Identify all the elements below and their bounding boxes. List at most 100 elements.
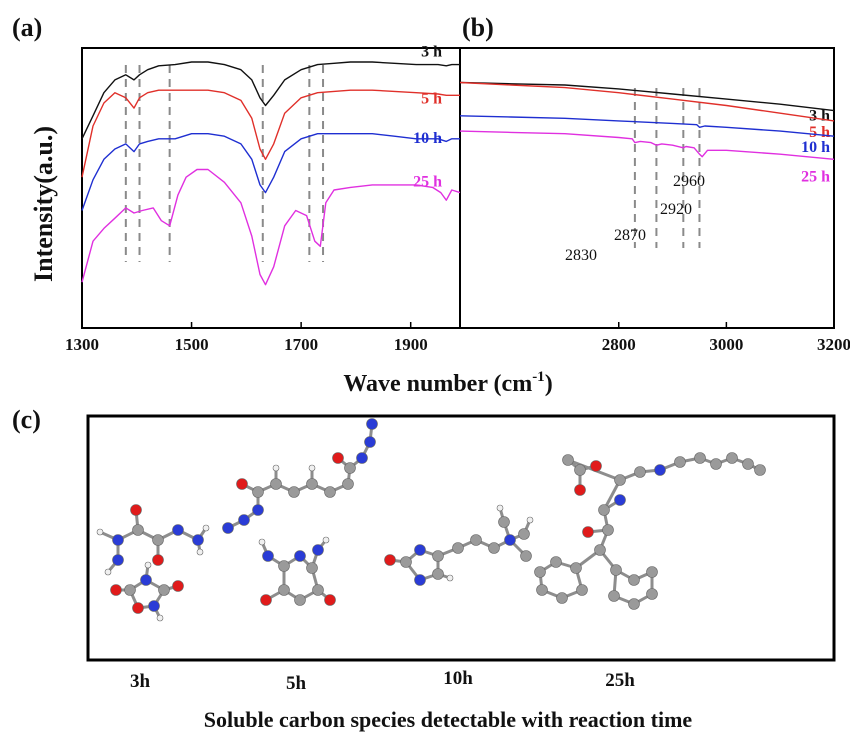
peak-label-2830: 2830: [565, 247, 597, 264]
atom: [453, 543, 464, 554]
atom: [145, 562, 151, 568]
atom: [223, 523, 234, 534]
atom: [577, 585, 588, 596]
peak-label-2920: 2920: [660, 201, 692, 218]
atom: [447, 575, 453, 581]
atom: [149, 601, 160, 612]
x-tick-label: 1700: [284, 335, 318, 354]
panel-a-frame: [82, 48, 460, 328]
atom: [157, 615, 163, 621]
atom: [365, 437, 376, 448]
x-axis-label: Wave number (cm-1): [343, 369, 552, 397]
atom: [313, 585, 324, 596]
atom: [599, 505, 610, 516]
atom: [237, 479, 248, 490]
atom: [571, 563, 582, 574]
atom: [629, 599, 640, 610]
atom: [711, 459, 722, 470]
atom: [313, 545, 324, 556]
atom: [125, 585, 136, 596]
atom: [499, 517, 510, 528]
atom: [635, 467, 646, 478]
atom: [575, 465, 586, 476]
atom: [253, 505, 264, 516]
x-tick-label: 3200: [817, 335, 850, 354]
atom: [295, 595, 306, 606]
time-label-5h: 5h: [286, 673, 307, 694]
atom: [271, 479, 282, 490]
atom: [519, 529, 530, 540]
atom: [279, 561, 290, 572]
atom: [307, 479, 318, 490]
atom: [595, 545, 606, 556]
series-label-10h: 10 h: [801, 139, 830, 156]
series-label-25h: 25 h: [413, 174, 442, 191]
x-tick-label: 2800: [602, 335, 636, 354]
atom: [415, 545, 426, 556]
atom: [345, 463, 356, 474]
series-label-10h: 10 h: [413, 130, 442, 147]
time-label-25h: 25h: [605, 670, 635, 691]
atom: [325, 595, 336, 606]
series-line-5h: [460, 83, 834, 121]
panel-b-label: (b): [462, 13, 494, 42]
atom: [535, 567, 546, 578]
atom: [259, 539, 265, 545]
atom: [385, 555, 396, 566]
atom: [743, 459, 754, 470]
atom: [263, 551, 274, 562]
atom: [615, 475, 626, 486]
atom: [153, 535, 164, 546]
atom: [111, 585, 122, 596]
x-axis-label-main: Wave number (cm: [343, 371, 532, 397]
atom: [603, 525, 614, 536]
series-label-3h: 3 h: [421, 44, 442, 61]
atom: [295, 551, 306, 562]
series-label-25h: 25 h: [801, 168, 830, 185]
series-line-25h: [460, 131, 834, 159]
atom: [113, 555, 124, 566]
chart-panel-b: 2800 3000 3200 3 h5 h10 h 25 h 2830 2870 2920 29…: [460, 83, 850, 355]
atom: [401, 557, 412, 568]
atom: [647, 567, 658, 578]
panel-c-caption: Soluble carbon species detectable with r…: [204, 707, 693, 732]
atom: [133, 525, 144, 536]
x-axis-label-superscript: -1: [532, 369, 545, 385]
atom: [323, 537, 329, 543]
chart-panel-a: 1300 1500 1700 19003 h5 h10 h25 h: [65, 44, 460, 354]
atom: [609, 591, 620, 602]
atom: [239, 515, 250, 526]
atom: [133, 603, 144, 614]
atom: [489, 543, 500, 554]
atom: [289, 487, 300, 498]
atom: [141, 575, 152, 586]
atom: [309, 465, 315, 471]
atom: [727, 453, 738, 464]
panel-a-label: (a): [12, 13, 42, 42]
atom: [537, 585, 548, 596]
x-tick-label: 1300: [65, 335, 99, 354]
atom: [615, 495, 626, 506]
atom: [153, 555, 164, 566]
atom: [563, 455, 574, 466]
atom: [647, 589, 658, 600]
atom: [575, 485, 586, 496]
atom: [433, 551, 444, 562]
atom: [253, 487, 264, 498]
atom: [497, 505, 503, 511]
atom: [471, 535, 482, 546]
atom: [583, 527, 594, 538]
atom: [695, 453, 706, 464]
peak-label-2870: 2870: [614, 227, 646, 244]
atom: [273, 465, 279, 471]
atom: [261, 595, 272, 606]
x-axis-label-close: ): [545, 371, 553, 397]
atom: [557, 593, 568, 604]
atom: [433, 569, 444, 580]
atom: [551, 557, 562, 568]
atom: [675, 457, 686, 468]
atom: [415, 575, 426, 586]
peak-label-2960: 2960: [673, 173, 705, 190]
x-tick-label: 1500: [175, 335, 209, 354]
atom: [307, 563, 318, 574]
